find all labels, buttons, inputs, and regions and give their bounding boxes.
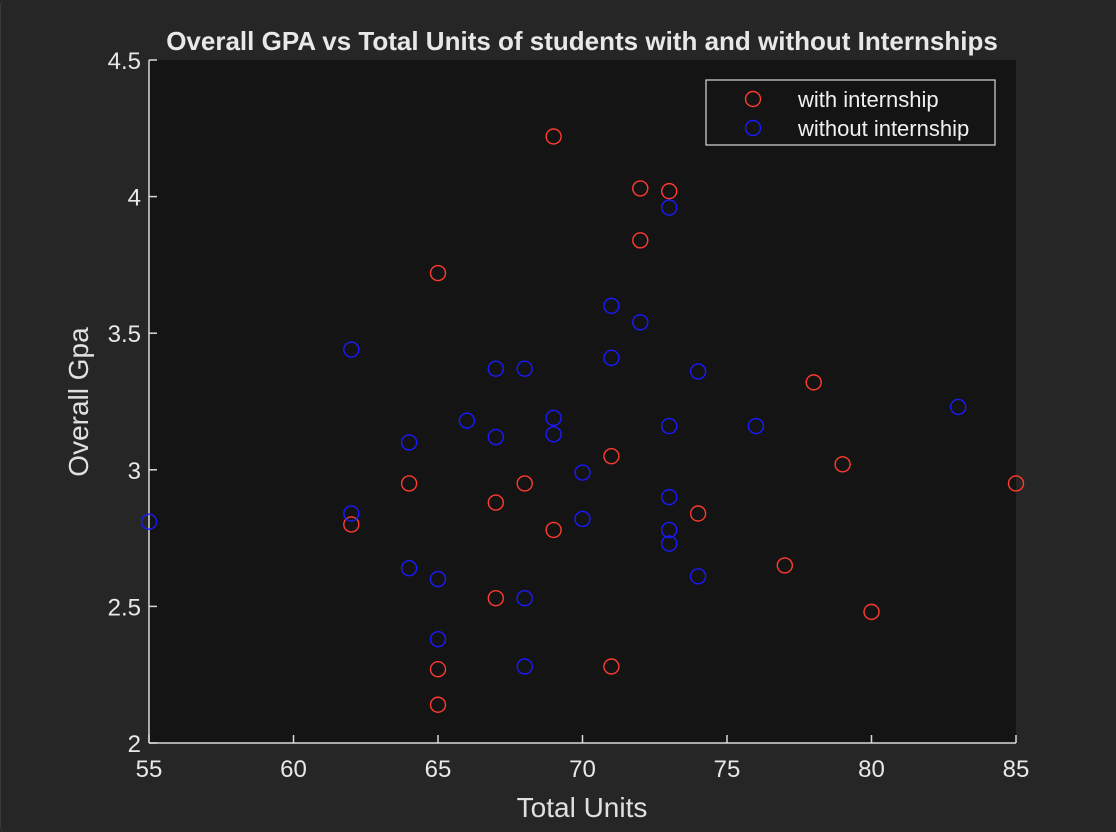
- data-point: [834, 456, 851, 473]
- y-tick-label: 4: [128, 185, 141, 212]
- y-tick-label: 3.5: [108, 321, 141, 348]
- data-point: [400, 475, 418, 492]
- y-tick-label: 2.5: [108, 594, 141, 621]
- legend-entry-with-internship: with internship: [797, 87, 939, 112]
- y-axis-label: Overall Gpa: [63, 327, 94, 477]
- data-point: [689, 505, 707, 522]
- data-point: [661, 535, 678, 552]
- data-point: [400, 559, 418, 577]
- data-point: [574, 510, 591, 528]
- data-point: [661, 417, 678, 435]
- series-without-internship: [140, 199, 967, 675]
- data-point: [661, 488, 678, 506]
- data-point: [747, 417, 765, 435]
- data-point: [545, 426, 562, 443]
- data-point: [487, 360, 504, 377]
- data-point: [632, 232, 649, 249]
- data-point: [776, 557, 793, 574]
- data-point: [689, 363, 707, 380]
- data-point: [603, 349, 620, 366]
- data-point: [429, 264, 447, 282]
- data-point: [343, 505, 360, 522]
- data-point: [429, 661, 447, 678]
- y-tick-label: 2: [128, 731, 141, 758]
- data-point: [516, 590, 533, 607]
- data-point: [429, 696, 447, 713]
- data-point: [603, 447, 620, 465]
- chart-title: Overall GPA vs Total Units of students w…: [166, 26, 998, 56]
- data-point: [603, 297, 620, 315]
- x-tick-label: 70: [569, 756, 596, 783]
- ticks: 55 60 65 70 75 80 85 2 2.5 3 3.5 4 4.5: [108, 48, 1030, 783]
- x-tick-label: 75: [714, 756, 741, 783]
- data-point: [632, 314, 649, 331]
- data-point: [661, 521, 678, 539]
- x-tick-label: 65: [425, 756, 452, 783]
- legend-entry-without-internship: without internship: [797, 116, 969, 141]
- legend-marker-without-internship: [744, 119, 762, 137]
- data-point: [545, 128, 562, 145]
- data-point: [429, 630, 447, 648]
- data-point: [487, 494, 504, 511]
- legend-marker-with-internship: [744, 90, 762, 108]
- y-tick-label: 3: [128, 458, 141, 485]
- data-markers: [140, 128, 1025, 713]
- data-point: [140, 513, 158, 530]
- data-point: [545, 521, 562, 539]
- data-point: [487, 590, 504, 607]
- data-point: [1007, 475, 1025, 492]
- data-point: [400, 434, 418, 451]
- plot-area: [149, 60, 1016, 743]
- legend-box: [705, 79, 996, 146]
- data-point: [661, 199, 678, 216]
- data-point: [603, 658, 620, 675]
- x-tick-label: 55: [136, 756, 163, 783]
- data-point: [343, 341, 360, 358]
- data-point: [458, 412, 476, 429]
- data-point: [516, 658, 533, 675]
- data-point: [343, 516, 360, 533]
- data-point: [574, 464, 591, 481]
- x-tick-label: 80: [858, 756, 885, 783]
- series-with-internship: [343, 128, 1025, 713]
- data-point: [429, 570, 447, 588]
- data-point: [689, 568, 707, 585]
- data-point: [516, 475, 533, 492]
- legend: with internship without internship: [705, 79, 996, 146]
- data-point: [487, 428, 504, 446]
- y-tick-label: 4.5: [108, 48, 141, 75]
- data-point: [516, 360, 533, 377]
- data-point: [863, 603, 880, 621]
- data-point: [950, 398, 967, 416]
- x-axis-label: Total Units: [517, 792, 648, 823]
- data-point: [632, 180, 649, 197]
- x-tick-label: 60: [280, 756, 307, 783]
- data-point: [805, 374, 822, 391]
- x-tick-label: 85: [1003, 756, 1030, 783]
- data-point: [661, 182, 678, 200]
- data-point: [545, 409, 562, 427]
